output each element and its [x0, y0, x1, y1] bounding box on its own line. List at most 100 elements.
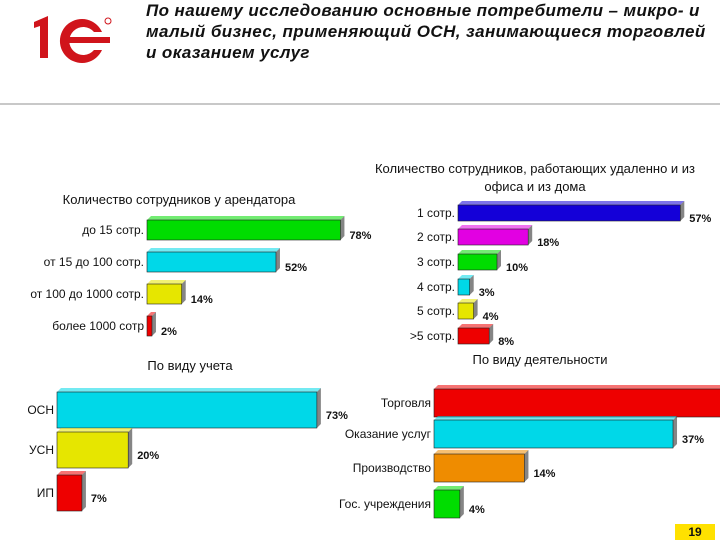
bar-side-face: [469, 275, 474, 295]
chart2-bar: [457, 278, 470, 296]
chart2-bar-group: 2 сотр. 18%: [417, 225, 559, 249]
bar-side-face: [524, 450, 529, 482]
chart1-bar-group: более 1000 сотр 2%: [52, 312, 177, 338]
bar-side-face: [151, 312, 156, 336]
bar-side-face: [473, 299, 478, 319]
chart4-category-label: Производство: [353, 461, 432, 475]
chart2-category-label: 3 сотр.: [417, 255, 455, 269]
bar-top-face: [458, 324, 494, 328]
chart4-value-label: 14%: [533, 468, 555, 480]
bar-top-face: [57, 388, 321, 392]
chart2-value-label: 8%: [498, 336, 514, 348]
chart2-category-label: 5 сотр.: [417, 304, 455, 318]
chart1-category-label: от 15 до 100 сотр.: [44, 255, 144, 269]
chart4-bar: [433, 419, 674, 449]
bar-side-face: [81, 471, 86, 511]
bar-side-face: [316, 388, 321, 428]
bar-top-face: [458, 201, 685, 205]
chart3-value-label: 20%: [137, 450, 159, 462]
chart2-category-label: 4 сотр.: [417, 280, 455, 294]
bar-top-face: [434, 450, 529, 454]
chart3-value-label: 7%: [91, 493, 107, 505]
bar-top-face: [147, 248, 280, 252]
bar-side-face: [528, 225, 533, 245]
chart4-bar-group: Производство 14%: [353, 450, 556, 483]
chart2-value-label: 3%: [479, 287, 495, 299]
chart4-title: По виду деятельности: [472, 352, 608, 367]
chart2-bar: [457, 302, 474, 320]
chart1-bar-group: от 15 до 100 сотр. 52%: [44, 248, 307, 274]
chart2-bar-group: >5 сотр. 8%: [410, 324, 514, 348]
chart1-title: Количество сотрудников у арендатора: [62, 192, 296, 207]
bar-top-face: [458, 299, 478, 303]
logo-1c: [34, 16, 112, 63]
chart3-bar: [56, 431, 129, 469]
bar-side-face: [489, 324, 494, 344]
chart1-bar: [146, 219, 341, 241]
chart2-title: Количество сотрудников, работающих удале…: [374, 161, 696, 194]
chart4-bar: [433, 489, 461, 519]
chart1-category-label: от 100 до 1000 сотр.: [30, 287, 144, 301]
bar-top-face: [147, 280, 186, 284]
chart2-value-label: 18%: [537, 237, 559, 249]
chart4-category-label: Гос. учреждения: [339, 497, 431, 511]
chart3-value-label: 73%: [326, 410, 348, 422]
bar-top-face: [434, 385, 720, 389]
bar-top-face: [147, 216, 345, 220]
chart1-bar-group: до 15 сотр. 78%: [82, 216, 372, 242]
chart2-value-label: 57%: [689, 213, 711, 225]
chart2-bar-group: 4 сотр. 3%: [417, 275, 495, 299]
chart2-category-label: 1 сотр.: [417, 206, 455, 220]
bar-side-face: [459, 486, 464, 518]
chart3-category-label: УСН: [29, 443, 54, 457]
chart4-category-label: Торговля: [381, 396, 431, 410]
bar-top-face: [147, 312, 156, 316]
chart3-bar: [56, 391, 318, 429]
chart1-bar: [146, 251, 277, 273]
chart1-category-label: более 1000 сотр: [52, 319, 144, 333]
header-divider: [0, 103, 720, 105]
chart1-value-label: 2%: [161, 326, 177, 338]
chart3-title: По виду учета: [147, 358, 233, 373]
chart2-bar-group: 1 сотр. 57%: [417, 201, 712, 225]
chart1-value-label: 14%: [191, 294, 213, 306]
chart4-bar: [433, 388, 720, 418]
bar-side-face: [673, 416, 678, 448]
chart3-category-label: ИП: [37, 486, 54, 500]
chart2-bar: [457, 228, 529, 246]
chart4-bar-group: Оказание услуг 37%: [345, 416, 704, 449]
chart2-bar: [457, 327, 490, 345]
bar-side-face: [181, 280, 186, 304]
bar-top-face: [57, 428, 133, 432]
chart1-category-label: до 15 сотр.: [82, 223, 144, 237]
chart1-bar: [146, 283, 183, 305]
chart1-bar-group: от 100 до 1000 сотр. 14%: [30, 280, 213, 306]
bar-top-face: [458, 225, 533, 229]
chart4-value-label: 4%: [469, 504, 485, 516]
chart3-bar: [56, 474, 83, 512]
chart2-bar: [457, 204, 681, 222]
bar-side-face: [680, 201, 685, 221]
slide-header: По нашему исследованию основные потребит…: [0, 0, 720, 105]
chart3-bar-group: УСН 20%: [29, 428, 159, 469]
chart2-value-label: 4%: [483, 311, 499, 323]
slide-title: По нашему исследованию основные потребит…: [146, 1, 706, 62]
chart1-value-label: 52%: [285, 262, 307, 274]
chart2-bar-group: 3 сотр. 10%: [417, 250, 528, 274]
chart4-bar-group: Торговля45%: [381, 385, 720, 418]
chart4-bar-group: Гос. учреждения 4%: [339, 486, 485, 519]
bar-top-face: [57, 471, 86, 475]
bar-side-face: [275, 248, 280, 272]
chart3-bar-group: ИП 7%: [37, 471, 107, 512]
chart1-bar: [146, 315, 153, 337]
chart2-category-label: 2 сотр.: [417, 230, 455, 244]
bar-top-face: [458, 250, 501, 254]
bar-top-face: [458, 275, 474, 279]
chart1-value-label: 78%: [349, 230, 371, 242]
chart2-value-label: 10%: [506, 262, 528, 274]
page-number: 19: [675, 524, 715, 540]
chart2-category-label: >5 сотр.: [410, 329, 455, 343]
bar-top-face: [434, 486, 464, 490]
chart4-category-label: Оказание услуг: [345, 427, 432, 441]
